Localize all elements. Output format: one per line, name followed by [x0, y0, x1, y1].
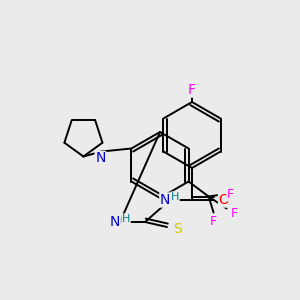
Text: N: N [110, 215, 120, 229]
Text: H: H [122, 214, 130, 224]
Text: N: N [95, 152, 106, 166]
Text: O: O [219, 193, 230, 207]
Text: N: N [160, 193, 170, 207]
Text: F: F [227, 188, 234, 201]
Text: H: H [171, 192, 179, 202]
Text: S: S [172, 222, 182, 236]
Text: F: F [188, 83, 196, 97]
Text: F: F [210, 215, 217, 228]
Text: F: F [231, 207, 238, 220]
